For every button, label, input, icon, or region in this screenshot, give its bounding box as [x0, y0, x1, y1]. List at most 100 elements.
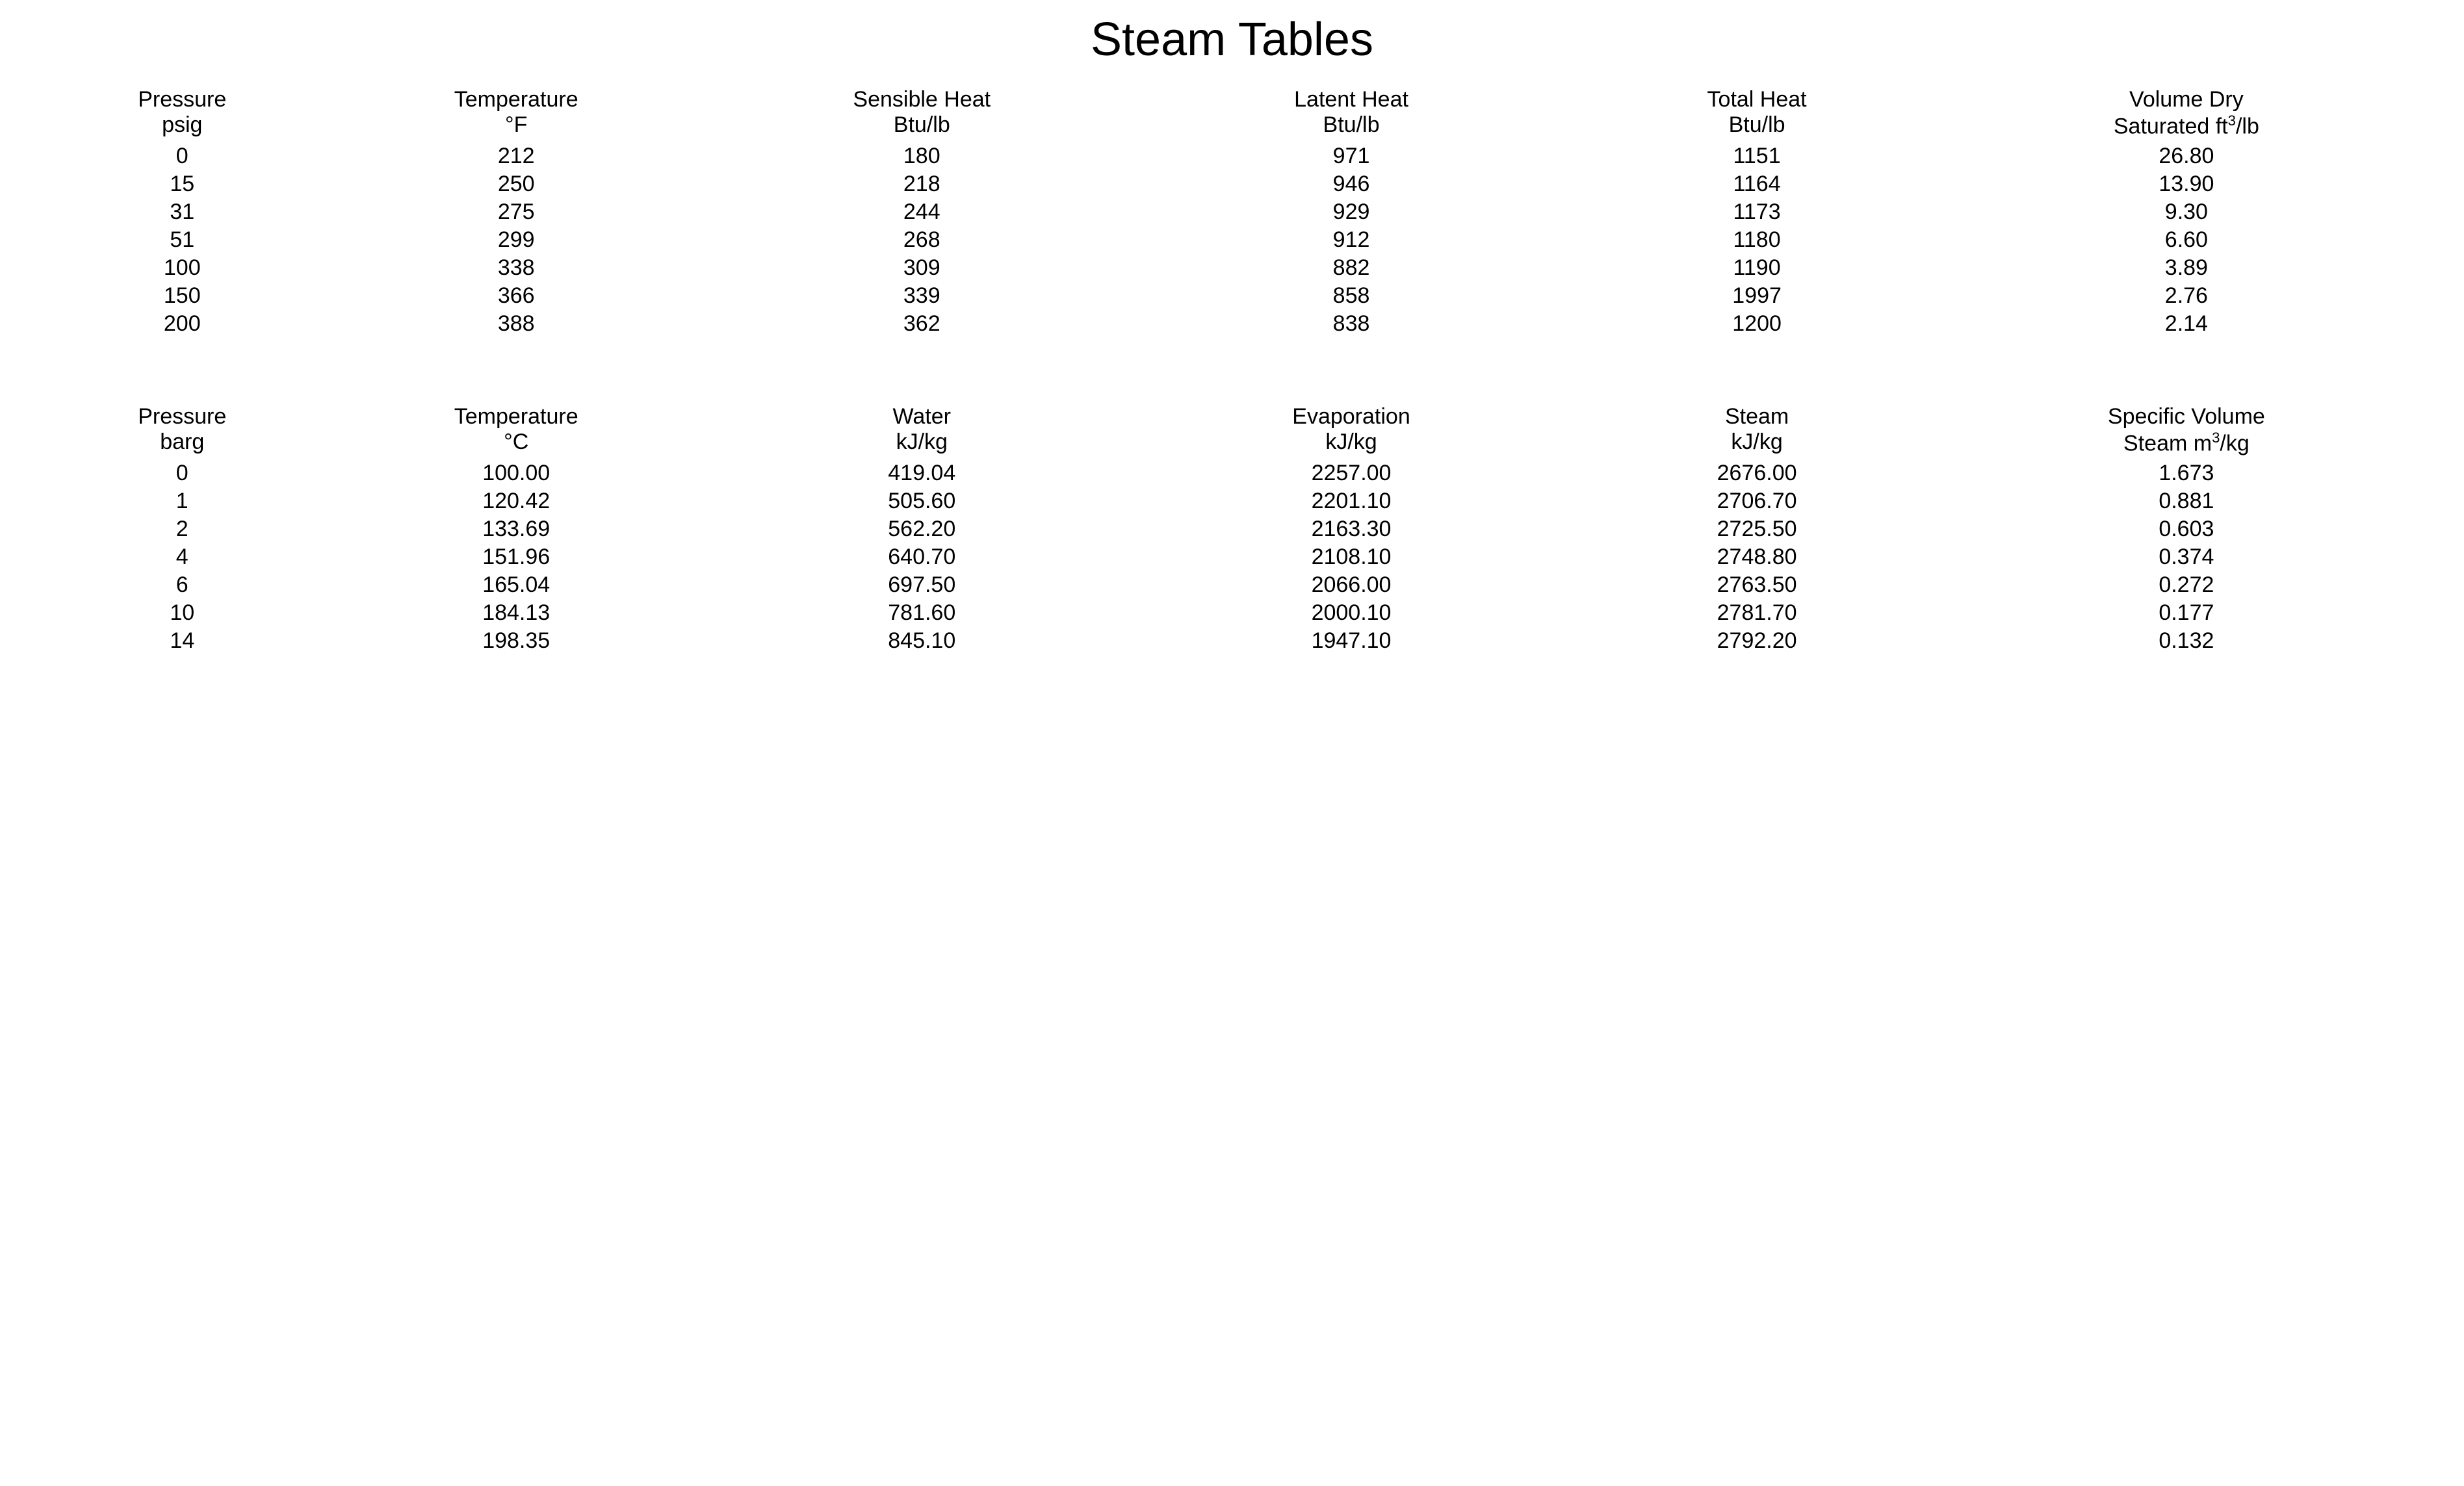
table-cell: 200	[39, 310, 326, 338]
table-cell: 2.14	[1948, 310, 2425, 338]
header-label: Evaporation	[1142, 404, 1561, 429]
table-row: 20038836283812002.14	[39, 310, 2425, 338]
table-cell: 0.374	[1948, 543, 2425, 571]
header-unit: Saturated ft3/lb	[1953, 112, 2420, 139]
table-cell: 1997	[1566, 282, 1947, 310]
table-cell: 2163.30	[1137, 515, 1566, 543]
table-cell: 338	[326, 254, 707, 282]
table-1-header-volume: Volume Dry Saturated ft3/lb	[1948, 86, 2425, 142]
table-cell: 1173	[1566, 198, 1947, 226]
table-row: 5129926891211806.60	[39, 226, 2425, 254]
table-row: 3127524492911739.30	[39, 198, 2425, 226]
table-cell: 946	[1137, 170, 1566, 198]
table-row: 6165.04697.502066.002763.500.272	[39, 571, 2425, 599]
table-cell: 1947.10	[1137, 627, 1566, 655]
table-cell: 299	[326, 226, 707, 254]
table-cell: 31	[39, 198, 326, 226]
table-cell: 0.177	[1948, 599, 2425, 627]
table-cell: 26.80	[1948, 142, 2425, 170]
table-1-header-temperature: Temperature °F	[326, 86, 707, 142]
header-unit: °F	[331, 112, 702, 138]
table-cell: 151.96	[326, 543, 707, 571]
header-unit: Btu/lb	[1571, 112, 1942, 138]
table-2-body: 0100.00419.042257.002676.001.6731120.425…	[39, 459, 2425, 656]
table-cell: 2725.50	[1566, 515, 1947, 543]
header-unit: barg	[44, 429, 320, 455]
table-cell: 180	[707, 142, 1137, 170]
table-cell: 2706.70	[1566, 487, 1947, 515]
table-1-body: 0212180971115126.8015250218946116413.903…	[39, 142, 2425, 339]
table-cell: 1180	[1566, 226, 1947, 254]
header-unit: kJ/kg	[1571, 429, 1942, 455]
table-cell: 929	[1137, 198, 1566, 226]
table-cell: 339	[707, 282, 1137, 310]
table-cell: 13.90	[1948, 170, 2425, 198]
table-cell: 2108.10	[1137, 543, 1566, 571]
table-cell: 2792.20	[1566, 627, 1947, 655]
table-cell: 845.10	[707, 627, 1137, 655]
table-cell: 120.42	[326, 487, 707, 515]
table-cell: 15	[39, 170, 326, 198]
table-cell: 51	[39, 226, 326, 254]
table-cell: 3.89	[1948, 254, 2425, 282]
table-cell: 0.881	[1948, 487, 2425, 515]
table-cell: 244	[707, 198, 1137, 226]
table-row: 15036633985819972.76	[39, 282, 2425, 310]
table-cell: 0	[39, 459, 326, 487]
table-cell: 562.20	[707, 515, 1137, 543]
table-2-header-temperature: Temperature °C	[326, 403, 707, 459]
table-cell: 1190	[1566, 254, 1947, 282]
table-2: Pressure barg Temperature °C Water kJ/kg…	[39, 403, 2425, 655]
table-cell: 0.132	[1948, 627, 2425, 655]
table-cell: 781.60	[707, 599, 1137, 627]
table-cell: 100	[39, 254, 326, 282]
header-label: Total Heat	[1571, 87, 1942, 112]
header-label: Pressure	[44, 87, 320, 112]
table-row: 10184.13781.602000.102781.700.177	[39, 599, 2425, 627]
table-cell: 275	[326, 198, 707, 226]
table-cell: 2066.00	[1137, 571, 1566, 599]
table-cell: 1	[39, 487, 326, 515]
header-label: Volume Dry	[1953, 87, 2420, 112]
table-cell: 971	[1137, 142, 1566, 170]
table-cell: 2	[39, 515, 326, 543]
table-cell: 9.30	[1948, 198, 2425, 226]
header-label: Pressure	[44, 404, 320, 429]
table-1-header-sensible-heat: Sensible Heat Btu/lb	[707, 86, 1137, 142]
table-cell: 6.60	[1948, 226, 2425, 254]
table-cell: 165.04	[326, 571, 707, 599]
table-cell: 184.13	[326, 599, 707, 627]
table-2-header-steam: Steam kJ/kg	[1566, 403, 1947, 459]
header-unit: kJ/kg	[1142, 429, 1561, 455]
header-unit: kJ/kg	[712, 429, 1132, 455]
header-label: Water	[712, 404, 1132, 429]
table-2-header-row: Pressure barg Temperature °C Water kJ/kg…	[39, 403, 2425, 459]
table-cell: 366	[326, 282, 707, 310]
header-unit: Steam m3/kg	[1953, 429, 2420, 456]
table-cell: 0.603	[1948, 515, 2425, 543]
table-row: 1120.42505.602201.102706.700.881	[39, 487, 2425, 515]
table-cell: 250	[326, 170, 707, 198]
table-2-header-evaporation: Evaporation kJ/kg	[1137, 403, 1566, 459]
table-cell: 1200	[1566, 310, 1947, 338]
table-row: 10033830988211903.89	[39, 254, 2425, 282]
table-cell: 2257.00	[1137, 459, 1566, 487]
table-row: 2133.69562.202163.302725.500.603	[39, 515, 2425, 543]
table-cell: 640.70	[707, 543, 1137, 571]
table-cell: 10	[39, 599, 326, 627]
table-cell: 838	[1137, 310, 1566, 338]
table-cell: 2000.10	[1137, 599, 1566, 627]
table-1-header-row: Pressure psig Temperature °F Sensible He…	[39, 86, 2425, 142]
table-row: 4151.96640.702108.102748.800.374	[39, 543, 2425, 571]
table-cell: 388	[326, 310, 707, 338]
table-cell: 912	[1137, 226, 1566, 254]
header-unit: °C	[331, 429, 702, 455]
table-cell: 697.50	[707, 571, 1137, 599]
table-cell: 2.76	[1948, 282, 2425, 310]
table-row: 14198.35845.101947.102792.200.132	[39, 627, 2425, 655]
table-2-header-specific-volume: Specific Volume Steam m3/kg	[1948, 403, 2425, 459]
table-2-header-pressure: Pressure barg	[39, 403, 326, 459]
header-unit: Btu/lb	[1142, 112, 1561, 138]
table-1-header-latent-heat: Latent Heat Btu/lb	[1137, 86, 1566, 142]
table-cell: 0	[39, 142, 326, 170]
